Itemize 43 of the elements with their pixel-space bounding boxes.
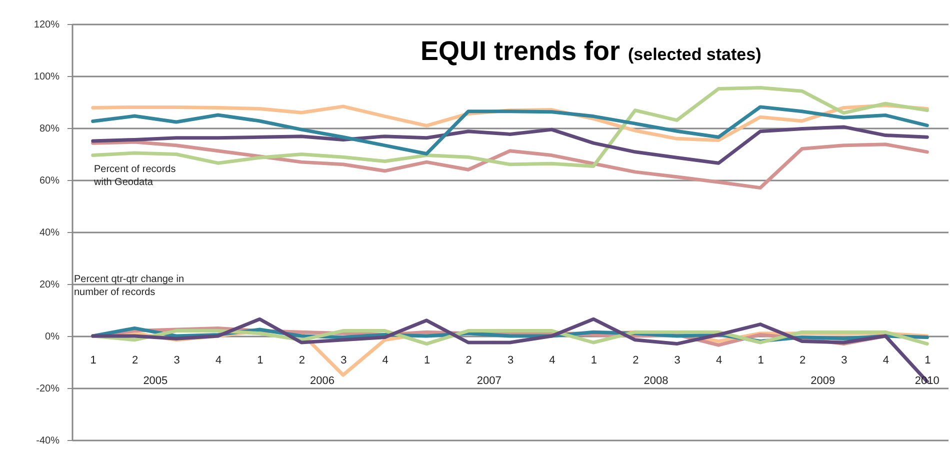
y-tick-label: 100% [34,72,60,82]
y-tick-label: -40% [36,436,60,446]
x-tick-label: 2 [132,354,138,366]
x-tick-label: 1 [590,354,597,366]
x-tick-label: 3 [507,354,514,366]
x-tick-label: 2 [466,354,472,366]
x-tick-label: 1 [758,354,764,366]
x-tick-label: 4 [215,354,222,366]
line-series [91,125,929,165]
line-series [91,140,929,190]
x-tick-label: 4 [549,354,556,366]
y-tick-label: 20% [39,280,60,290]
annotation: Percent of records with Geodata [93,164,176,188]
annotation: 2010 [914,375,940,387]
annotation: 2009 [810,375,836,387]
x-tick-label: 2 [298,354,305,366]
x-tick-label: 3 [340,354,347,366]
annotation: 2008 [644,375,668,387]
x-tick-label: 1 [924,354,931,366]
annotation: Percent qtr-qtr change in number of records [74,274,184,298]
annotation: 2006 [310,375,335,387]
line-series [91,105,929,156]
annotation: 2007 [476,375,502,387]
x-tick-label: 3 [674,354,680,366]
x-tick-label: 2 [632,354,639,366]
y-tick-label: 60% [39,176,60,186]
x-tick-label: 4 [382,354,388,366]
x-tick-label: 3 [174,354,180,366]
y-tick-label: 40% [39,228,60,238]
x-tick-label: 4 [716,354,722,366]
x-tick-label: 1 [424,354,430,366]
y-tick-label: -20% [36,384,60,394]
y-tick-label: 0% [45,332,60,342]
x-tick-label: 2 [799,354,806,366]
y-tick-label: 120% [34,20,60,30]
chart-title: EQUI trends for [420,36,620,66]
x-tick-label: 1 [257,354,264,366]
y-tick-label: 80% [39,124,60,134]
x-tick-label: 1 [90,354,96,366]
x-tick-label: 3 [841,354,848,366]
annotation: 2005 [143,375,168,387]
x-tick-label: 4 [882,354,889,366]
text: (selected states) [628,45,762,64]
